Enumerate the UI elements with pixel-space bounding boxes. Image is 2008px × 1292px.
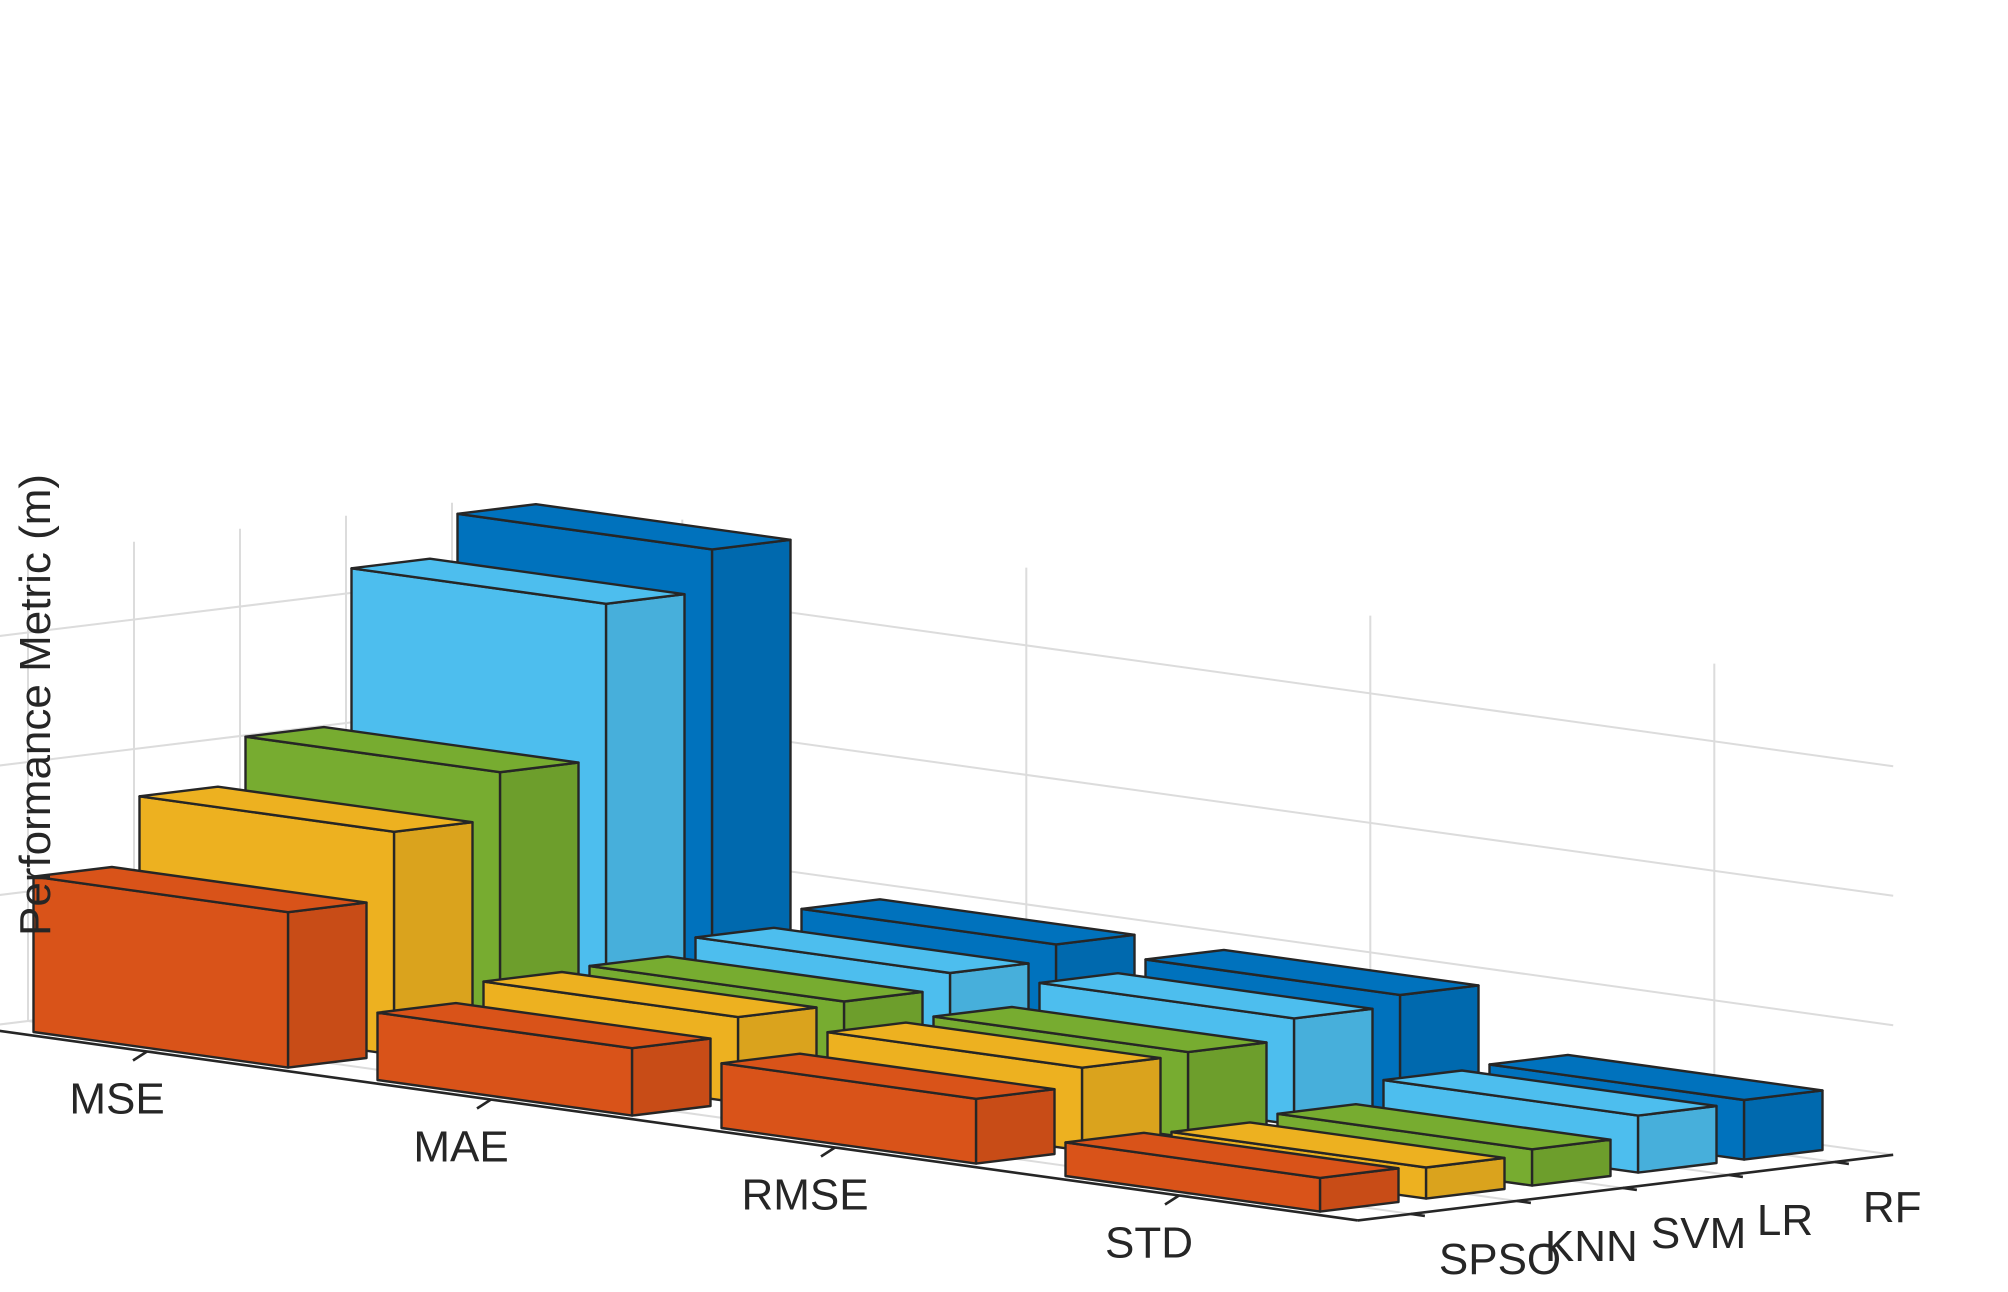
bar-top-face (1064, 1131, 1400, 1180)
bar-layer (32, 503, 1824, 1213)
bar-top-face (1170, 1121, 1506, 1169)
bar-top-face (32, 865, 368, 914)
bar-top-face (720, 1052, 1056, 1101)
category-tick (820, 1146, 836, 1158)
bar-spso-mae (376, 1001, 712, 1117)
category-label: MAE (413, 1123, 508, 1172)
bar-top-face (350, 557, 686, 605)
x-axis-line (0, 1029, 1359, 1222)
bar-spso-rmse (720, 1052, 1056, 1165)
bar-top-face (244, 725, 580, 774)
bar-top-face (800, 898, 1136, 946)
category-tick (476, 1098, 492, 1110)
model-label: LR (1757, 1196, 1813, 1245)
bar-side-face (974, 1087, 1056, 1165)
bar-top-face (1488, 1053, 1824, 1102)
category-label: STD (1105, 1219, 1193, 1268)
model-tick (1834, 1160, 1850, 1166)
bar-spso-mse (32, 865, 368, 1069)
category-tick (132, 1050, 148, 1062)
model-label: SVM (1651, 1209, 1746, 1258)
category-tick (1164, 1194, 1180, 1206)
category-label: MSE (69, 1075, 164, 1124)
bar-top-face (932, 1005, 1268, 1054)
axis-layer (0, 1029, 1894, 1222)
bar-top-face (138, 785, 474, 833)
category-label: RMSE (741, 1171, 868, 1220)
model-label: SPSO (1439, 1235, 1561, 1284)
model-label: RF (1863, 1183, 1922, 1232)
bar-top-face (694, 926, 1030, 975)
bar-top-face (456, 503, 792, 551)
model-tick (1622, 1186, 1638, 1192)
bar-top-face (588, 955, 924, 1003)
bar-side-face (630, 1037, 712, 1117)
bar-top-face (1144, 948, 1480, 997)
bar-top-face (1276, 1102, 1612, 1151)
bar-side-face (1636, 1104, 1718, 1174)
bar-top-face (482, 970, 818, 1019)
bar-side-face (286, 901, 368, 1069)
model-tick (1728, 1173, 1744, 1179)
bar-top-face (1382, 1069, 1718, 1117)
model-tick (1410, 1212, 1426, 1218)
model-tick (1516, 1199, 1532, 1205)
bar-side-face (1742, 1089, 1824, 1161)
bar-top-face (1038, 972, 1374, 1020)
model-label: KNN (1545, 1222, 1638, 1271)
y-axis-label: Performance Metric (m) (11, 474, 60, 936)
bar-spso-std (1064, 1131, 1400, 1213)
label-layer: Performance Metric (m) 051015MSEMAERMSES… (11, 474, 1922, 1284)
bar-top-face (826, 1021, 1162, 1069)
bar-top-face (376, 1001, 712, 1050)
